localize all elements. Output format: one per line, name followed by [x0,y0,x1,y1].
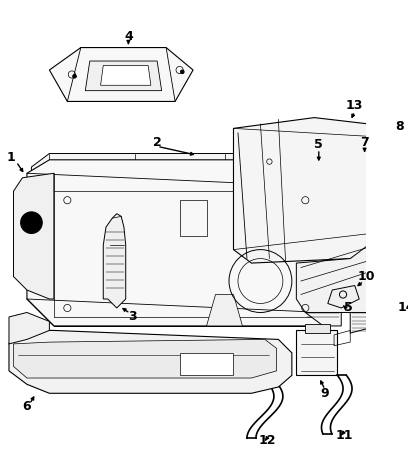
Polygon shape [27,160,323,326]
Polygon shape [233,117,386,263]
Polygon shape [180,353,233,375]
Polygon shape [13,173,54,299]
Text: 6: 6 [22,400,31,413]
Polygon shape [328,285,359,308]
Text: 2: 2 [153,136,162,149]
Circle shape [21,212,42,234]
Polygon shape [296,232,395,313]
Polygon shape [381,144,395,162]
Circle shape [180,70,184,73]
Polygon shape [101,66,151,85]
Polygon shape [85,61,162,91]
Polygon shape [305,162,341,204]
Polygon shape [9,330,292,393]
Polygon shape [9,313,49,344]
Text: 5: 5 [344,301,353,314]
Polygon shape [350,154,377,333]
Polygon shape [13,339,277,378]
Text: 10: 10 [358,270,375,283]
Text: 11: 11 [335,429,353,442]
Polygon shape [305,281,341,326]
Text: 7: 7 [360,136,369,149]
Polygon shape [377,146,399,175]
Polygon shape [305,324,330,333]
Text: 12: 12 [259,434,276,447]
Polygon shape [103,214,126,308]
Polygon shape [296,330,337,375]
Polygon shape [206,294,242,326]
Polygon shape [31,154,301,173]
Text: 14: 14 [397,301,408,314]
Text: 1: 1 [7,151,15,164]
Circle shape [73,74,76,78]
Text: 13: 13 [346,99,364,112]
Text: 5: 5 [315,138,323,151]
Text: 8: 8 [395,120,404,133]
Text: 4: 4 [124,30,133,43]
Polygon shape [49,48,193,102]
Text: 9: 9 [321,387,329,400]
Text: 3: 3 [129,310,137,323]
